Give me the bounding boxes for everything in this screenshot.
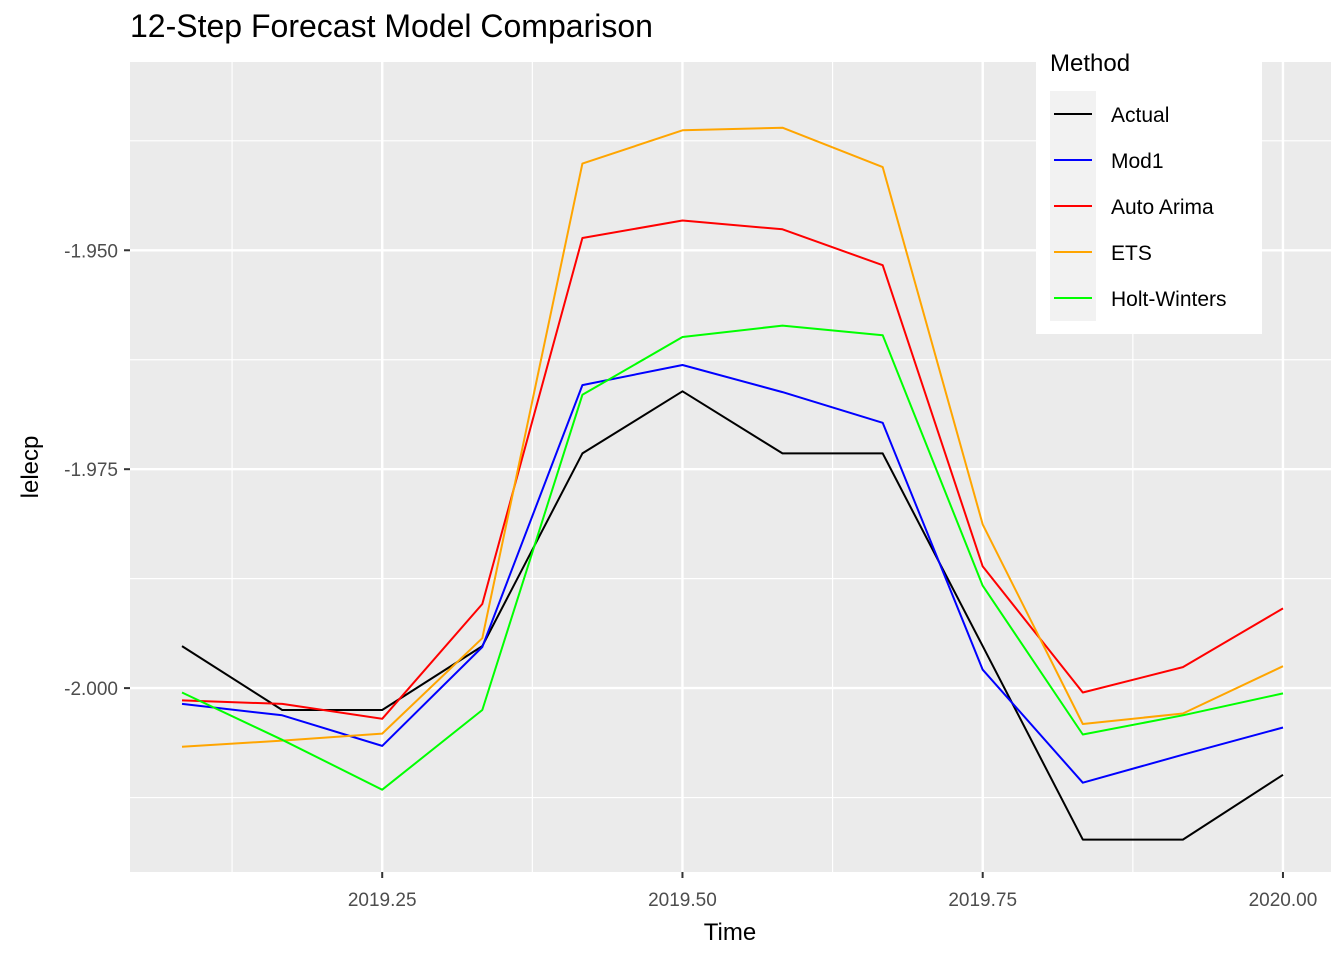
series-line-holt-winters bbox=[181, 324, 1284, 791]
series-line-auto-arima bbox=[181, 219, 1284, 720]
y-tick-label: -1.950 bbox=[64, 241, 118, 262]
legend-label-ets: ETS bbox=[1111, 242, 1152, 265]
legend-title: Method bbox=[1050, 50, 1130, 77]
series-line-actual bbox=[181, 390, 1284, 841]
series-lines bbox=[181, 126, 1284, 841]
legend-items: Actual Mod1 Auto Arima ETS Holt-Winters bbox=[1050, 91, 1227, 321]
series-line-ets bbox=[181, 126, 1284, 748]
legend: Method Actual Mod1 Auto Arima ETS Holt-Winte… bbox=[1036, 40, 1262, 334]
x-axis-title: Time bbox=[704, 919, 756, 946]
legend-label-holt-winters: Holt-Winters bbox=[1111, 288, 1227, 311]
y-axis: -1.950 -1.975 -2.000 bbox=[64, 241, 130, 700]
y-axis-title: lelecp bbox=[17, 436, 44, 499]
legend-label-mod1: Mod1 bbox=[1111, 150, 1164, 173]
y-tick-label: -1.975 bbox=[64, 460, 118, 481]
series-line-mod1 bbox=[181, 364, 1284, 784]
legend-label-actual: Actual bbox=[1111, 104, 1169, 127]
x-tick-label: 2020.00 bbox=[1249, 890, 1318, 911]
y-tick-label: -2.000 bbox=[64, 679, 118, 700]
x-tick-label: 2019.75 bbox=[948, 890, 1017, 911]
x-axis: 2019.25 2019.50 2019.75 2020.00 bbox=[348, 872, 1317, 911]
chart-title: 12-Step Forecast Model Comparison bbox=[130, 8, 653, 44]
legend-label-auto-arima: Auto Arima bbox=[1111, 196, 1214, 219]
x-tick-label: 2019.25 bbox=[348, 890, 417, 911]
x-tick-label: 2019.50 bbox=[648, 890, 717, 911]
